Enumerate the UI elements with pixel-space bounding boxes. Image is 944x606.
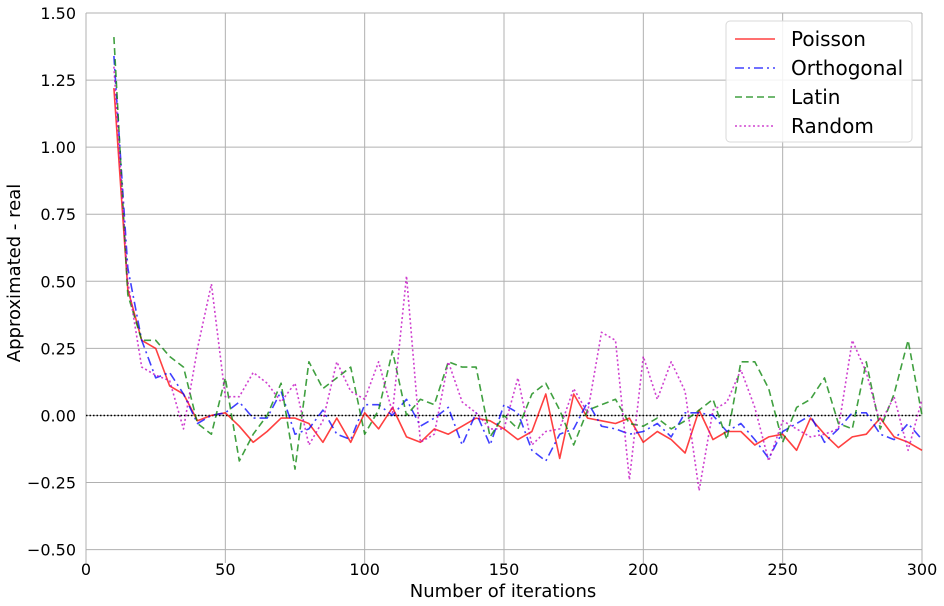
x-tick-label: 150 [489, 560, 520, 579]
series-line-poisson [113, 88, 923, 460]
series-lines [113, 37, 923, 492]
legend-box [725, 20, 913, 143]
y-tick-label: 0.00 [40, 406, 76, 425]
y-tick-label: 1.25 [40, 71, 76, 90]
x-axis-label: Number of iterations [410, 581, 597, 602]
y-tick-label: −0.50 [27, 541, 76, 560]
x-tick-label: 50 [215, 560, 235, 579]
y-tick-label: −0.25 [27, 474, 76, 493]
legend-label: Poisson [791, 27, 866, 51]
y-tick-label: 1.00 [40, 138, 76, 157]
y-tick-label: 0.75 [40, 205, 76, 224]
y-axis-label: Approximated - real [4, 184, 25, 362]
legend-label: Random [791, 114, 874, 138]
legend-label: Latin [791, 85, 840, 109]
y-tick-label: 0.25 [40, 339, 76, 358]
legend: Poisson Orthogonal Latin Random [725, 20, 913, 143]
tick-labels: 0 50 100 150 200 250 300 −0.50 −0.25 0.00 0.25 0.50… [27, 4, 937, 579]
x-tick-label: 200 [628, 560, 659, 579]
y-tick-label: 1.50 [40, 4, 76, 23]
y-tick-label: 0.50 [40, 272, 76, 291]
x-tick-label: 300 [907, 560, 938, 579]
series-line-latin [113, 37, 923, 470]
series-line-random [113, 66, 923, 492]
x-tick-label: 250 [767, 560, 798, 579]
legend-label: Orthogonal [791, 56, 903, 80]
x-tick-label: 100 [349, 560, 380, 579]
x-tick-label: 0 [81, 560, 91, 579]
